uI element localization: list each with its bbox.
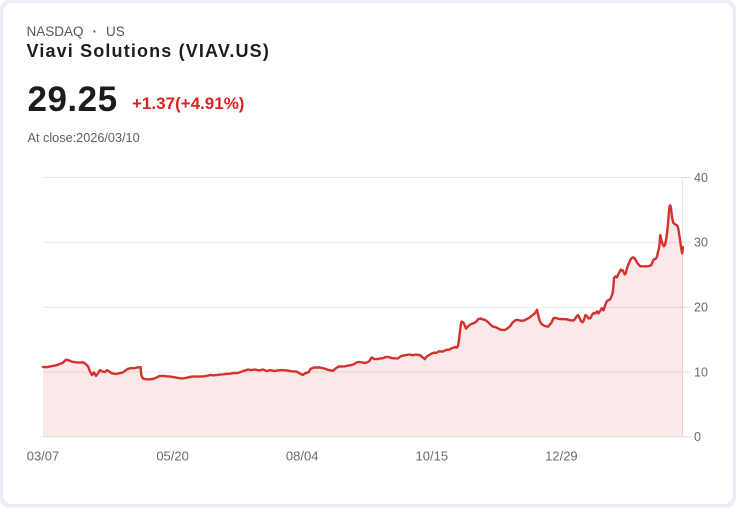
svg-text:10/15: 10/15 bbox=[416, 449, 449, 464]
svg-text:40: 40 bbox=[694, 171, 708, 185]
svg-text:10: 10 bbox=[694, 365, 708, 379]
svg-text:08/04: 08/04 bbox=[286, 449, 319, 464]
svg-text:12/29: 12/29 bbox=[545, 449, 578, 464]
svg-text:03/07: 03/07 bbox=[27, 449, 60, 464]
svg-text:05/20: 05/20 bbox=[156, 449, 189, 464]
svg-text:0: 0 bbox=[694, 430, 701, 444]
svg-text:30: 30 bbox=[694, 236, 708, 250]
svg-text:20: 20 bbox=[694, 301, 708, 315]
